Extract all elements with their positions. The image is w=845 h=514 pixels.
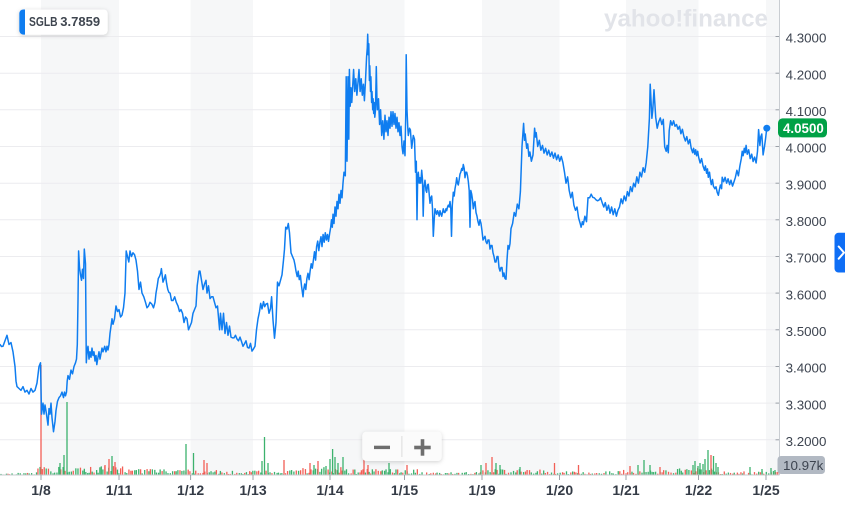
svg-text:3.8000: 3.8000 bbox=[786, 214, 827, 229]
svg-text:1/20: 1/20 bbox=[546, 482, 573, 498]
svg-text:4.3000: 4.3000 bbox=[786, 31, 827, 46]
svg-text:1/22: 1/22 bbox=[685, 482, 712, 498]
svg-text:1/13: 1/13 bbox=[239, 482, 266, 498]
svg-text:3.9000: 3.9000 bbox=[786, 177, 827, 192]
svg-text:1/11: 1/11 bbox=[106, 482, 133, 498]
svg-text:3.7000: 3.7000 bbox=[786, 251, 827, 266]
svg-text:3.6000: 3.6000 bbox=[786, 287, 827, 302]
svg-text:3.2000: 3.2000 bbox=[786, 434, 827, 449]
svg-text:1/14: 1/14 bbox=[316, 482, 343, 498]
svg-text:SGLB: SGLB bbox=[29, 14, 58, 29]
svg-text:1/15: 1/15 bbox=[391, 482, 418, 498]
svg-text:1/12: 1/12 bbox=[177, 482, 204, 498]
svg-text:4.1000: 4.1000 bbox=[786, 104, 827, 119]
svg-text:1/19: 1/19 bbox=[468, 482, 495, 498]
svg-text:yahoo!finance: yahoo!finance bbox=[604, 6, 768, 33]
svg-text:1/21: 1/21 bbox=[612, 482, 639, 498]
svg-text:3.5000: 3.5000 bbox=[786, 324, 827, 339]
svg-text:3.3000: 3.3000 bbox=[786, 397, 827, 412]
svg-text:4.2000: 4.2000 bbox=[786, 67, 827, 82]
svg-text:10.97k: 10.97k bbox=[783, 458, 824, 473]
svg-text:1/8: 1/8 bbox=[31, 482, 51, 498]
svg-text:4.0000: 4.0000 bbox=[786, 141, 827, 156]
svg-text:3.7859: 3.7859 bbox=[60, 14, 100, 29]
svg-text:3.4000: 3.4000 bbox=[786, 361, 827, 376]
svg-text:4.0500: 4.0500 bbox=[783, 121, 824, 136]
svg-text:1/25: 1/25 bbox=[752, 482, 779, 498]
